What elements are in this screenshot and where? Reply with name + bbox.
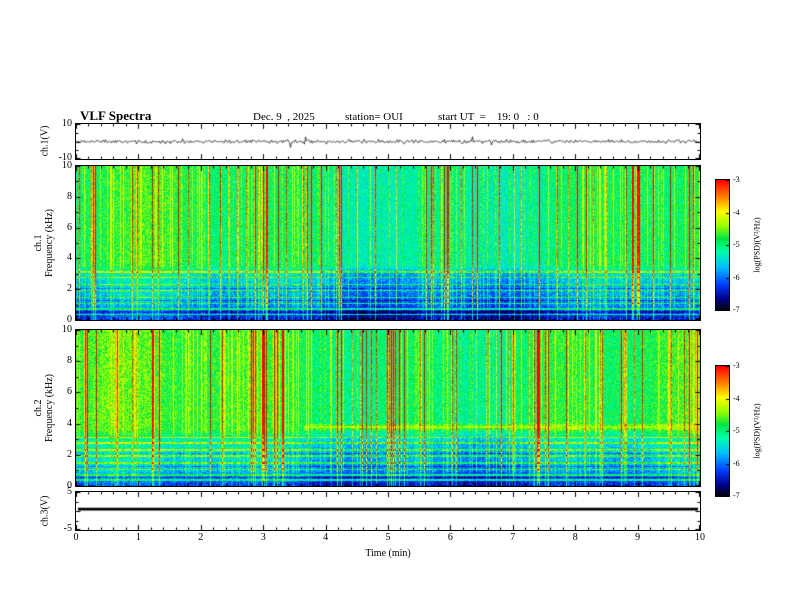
ch1-spec-y-tick-label: 4 [67,252,72,264]
x-tick-label: 7 [510,532,516,543]
ch1-spec-axis-label: Frequency (kHz) [44,208,55,278]
ch2-spec-y-tick-label: 10 [62,324,72,335]
colorbar-ch1-tick-label: -3 [733,175,740,184]
colorbar-ch2-tick-label: -5 [733,426,740,435]
colorbar-ch1-canvas [715,179,730,311]
ch2-spec-y-tick-label: 6 [67,386,72,398]
figure-title: VLF Spectra [80,108,152,123]
ch2-spec-y-tick-label: 0 [67,480,72,491]
x-tick-label: 5 [385,532,391,543]
ch1-voltage-axis-label: ch.1(V) [39,125,51,157]
ch1-waveform-canvas [75,123,701,160]
colorbar-ch2-tick-label: -6 [733,458,740,468]
x-tick-label: 4 [323,532,329,543]
ch2-spectrogram-canvas [75,329,701,487]
ch3-voltage-axis-label: ch.3(V) [39,495,51,527]
ch2-spec-y-tick-label: 4 [67,417,72,429]
ch3-wave-y-tick-label: -5 [63,523,72,534]
x-tick-label: 3 [260,532,266,543]
colorbar-ch2-canvas [715,365,730,497]
x-tick-label: 9 [635,532,641,543]
colorbar-ch1-tick-label: -6 [733,272,740,282]
colorbar-ch2-label: log(PSD)(V²/Hz) [752,403,762,459]
x-tick-label: 8 [572,532,578,543]
ch1-spec-y-tick-label: 8 [67,190,72,202]
ch1-wave-y-tick-label: -10 [58,152,72,163]
date-label: Dec. 9 , 2025 [253,111,315,123]
colorbar-ch2-tick-label: -3 [733,361,740,370]
ch2-spec-channel-label: ch.2 [33,399,44,417]
ch2-spec-y-tick-label: 2 [67,448,72,460]
ch1-spec-y-tick-label: 6 [67,221,72,233]
colorbar-ch1-tick-label: -5 [733,240,740,249]
ch2-spec-y-tick-label: 8 [67,355,72,367]
colorbar-ch1-tick-label: -4 [733,207,740,217]
colorbar-ch2-tick-label: -4 [733,393,740,403]
ch2-spec-ylabel: ch.2 Frequency (kHz) [33,374,55,442]
ch1-spectrogram-canvas [75,165,701,321]
ch1-wave-y-tick-label: 10 [62,118,72,129]
ch1-spec-channel-label: ch.1 [33,234,44,252]
x-tick-label: 10 [695,532,705,543]
ch1-spec-ylabel: ch.1 Frequency (kHz) [33,209,55,277]
time-axis-label: Time (min) [365,548,411,559]
station-label: station= OUI [345,111,403,123]
colorbar-ch2-tick-label: -7 [733,491,740,500]
ch3-waveform-canvas [75,491,701,531]
x-tick-label: 0 [73,532,79,543]
x-tick-label: 2 [198,532,204,543]
x-tick-label: 1 [135,532,141,543]
ch3-wave-y-tick-label: 5 [67,486,72,497]
x-tick-label: 6 [447,532,453,543]
ch2-spec-axis-label: Frequency (kHz) [44,373,55,443]
ch1-spec-y-tick-label: 2 [67,283,72,295]
start-ut-label: start UT = 19: 0 : 0 [438,111,539,123]
ch1-spec-y-tick-label: 10 [62,160,72,171]
colorbar-ch1-label: log(PSD)(V²/Hz) [752,217,762,273]
colorbar-ch1-tick-label: -7 [733,305,740,314]
ch1-spec-y-tick-label: 0 [67,314,72,325]
